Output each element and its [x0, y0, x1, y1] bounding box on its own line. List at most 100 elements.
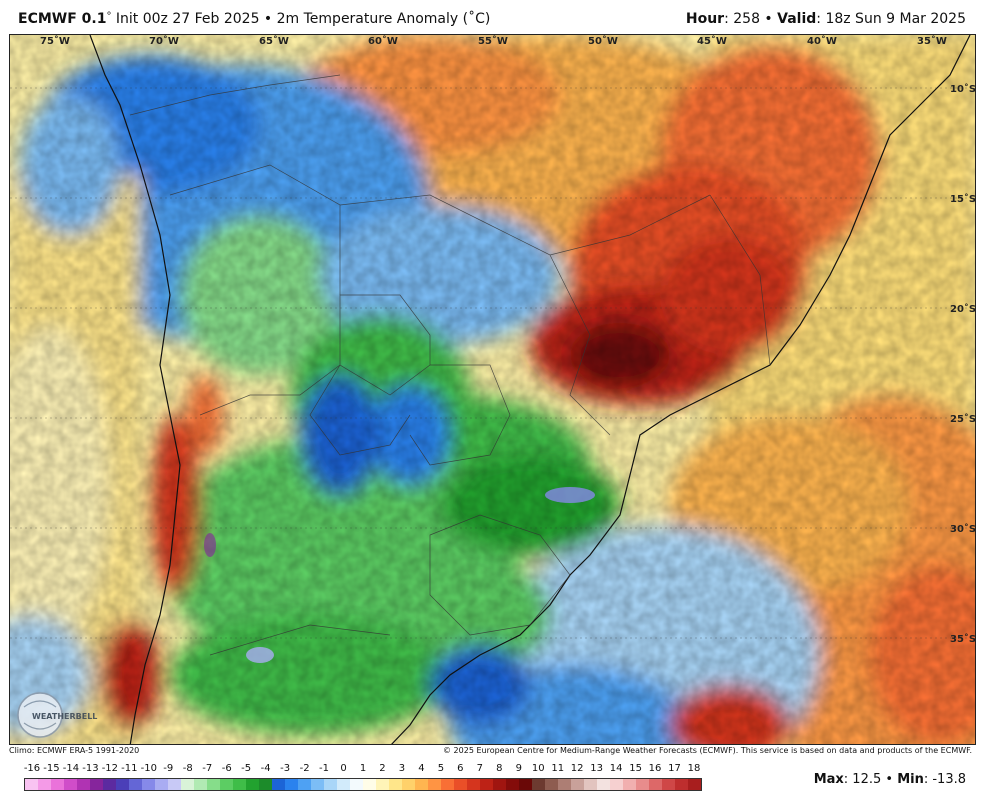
colorbar-swatch	[324, 779, 337, 790]
colorbar-label: -12	[101, 763, 119, 774]
colorbar-swatch	[610, 779, 623, 790]
lon-label: 45˚W	[697, 35, 727, 47]
weatherbell-logo: WEATHERBELL	[17, 692, 97, 738]
colorbar-label: 0	[340, 763, 347, 774]
latitude-labels: 10˚S 15˚S 20˚S 25˚S 30˚S 35˚S	[950, 83, 976, 645]
graticule	[10, 87, 975, 639]
colorbar-swatch	[194, 779, 207, 790]
lat-label: 35˚S	[950, 633, 976, 645]
colorbar-label: 3	[398, 763, 406, 774]
valid-label: Valid	[777, 11, 817, 27]
colorbar-label: 6	[457, 763, 464, 774]
colorbar-swatch	[129, 779, 142, 790]
init-text: Init 00z 27 Feb 2025 • 2m Temperature An…	[111, 11, 491, 27]
colorbar-swatch	[142, 779, 155, 790]
lat-label: 10˚S	[950, 83, 976, 95]
degree-mark: °	[106, 11, 112, 22]
colorbar-label: 9	[515, 763, 522, 774]
colorbar-swatch	[64, 779, 77, 790]
colorbar-swatch	[155, 779, 168, 790]
colorbar-swatch	[558, 779, 571, 790]
hour-label: Hour	[685, 11, 725, 27]
colorbar-label: 11	[551, 763, 565, 774]
colorbar-swatch	[168, 779, 181, 790]
colorbar-swatch	[233, 779, 246, 790]
max-value: : 12.5 •	[843, 772, 898, 787]
colorbar-label: 15	[629, 763, 642, 774]
colorbar-swatch	[285, 779, 298, 790]
colorbar-legend: -16 -15 -14 -13 -12 -11 -10 -9 -8 -7 -6 -5 -4 -3 -2 -1 0…	[20, 763, 702, 793]
lon-label: 60˚W	[368, 35, 398, 47]
colorbar-label: -14	[62, 763, 80, 774]
colorbar-label: -7	[202, 763, 213, 774]
valid-time: Hour: 258 • Valid: 18z Sun 9 Mar 2025	[686, 11, 966, 27]
colorbar-label: 13	[590, 763, 604, 774]
colorbar-swatch	[623, 779, 636, 790]
colorbar-swatch	[597, 779, 610, 790]
colorbar-label: -8	[182, 763, 193, 774]
lon-label: 55˚W	[478, 35, 508, 47]
lat-label: 15˚S	[950, 193, 976, 205]
min-value: : -13.8	[923, 772, 966, 787]
colorbar-label: -3	[280, 763, 291, 774]
colorbar-swatch	[649, 779, 662, 790]
colorbar-swatch	[220, 779, 233, 790]
map-title: ECMWF 0.1° Init 00z 27 Feb 2025 • 2m Tem…	[18, 11, 490, 27]
colorbar-swatch	[402, 779, 415, 790]
colorbar-label: 17	[668, 763, 681, 774]
lat-label: 20˚S	[950, 303, 976, 315]
colorbar-swatch	[363, 779, 376, 790]
colorbar-swatch	[467, 779, 480, 790]
colorbar-label: 14	[609, 763, 623, 774]
colorbar-swatch	[415, 779, 428, 790]
colorbar-label: 10	[531, 763, 545, 774]
map-canvas: 75˚W 70˚W 65˚W 60˚W 55˚W 50˚W 45˚W 40˚W …	[10, 35, 976, 744]
colorbar-swatch	[662, 779, 675, 790]
colorbar-swatch	[519, 779, 532, 790]
colorbar-swatch	[259, 779, 272, 790]
colorbar-label: 12	[570, 763, 584, 774]
colorbar-label: -5	[241, 763, 252, 774]
colorbar-swatch	[51, 779, 64, 790]
temperature-anomaly-map: 75˚W 70˚W 65˚W 60˚W 55˚W 50˚W 45˚W 40˚W …	[9, 34, 976, 745]
colorbar-swatch	[584, 779, 597, 790]
climo-note: Climo: ECMWF ERA-5 1991-2020	[9, 746, 140, 755]
cold-spot	[246, 647, 274, 663]
colorbar-label: 7	[476, 763, 483, 774]
header: ECMWF 0.1° Init 00z 27 Feb 2025 • 2m Tem…	[0, 0, 984, 32]
colorbar-labels: -16 -15 -14 -13 -12 -11 -10 -9 -8 -7 -6 -5 -4 -3 -2 -1 0…	[20, 763, 702, 777]
lat-label: 30˚S	[950, 523, 976, 535]
texture-overlay	[10, 35, 975, 744]
colorbar-swatch	[116, 779, 129, 790]
colorbar-swatch	[298, 779, 311, 790]
colorbar-label: 5	[437, 763, 445, 774]
colorbar-swatch	[181, 779, 194, 790]
min-label: Min	[897, 772, 924, 787]
longitude-labels: 75˚W 70˚W 65˚W 60˚W 55˚W 50˚W 45˚W 40˚W …	[40, 35, 947, 47]
colorbar-label: -2	[299, 763, 310, 774]
colorbar-label: -6	[221, 763, 232, 774]
model-name: ECMWF 0.1	[18, 11, 107, 27]
colorbar-label: 18	[687, 763, 701, 774]
colorbar-swatch	[103, 779, 116, 790]
colorbar-swatch	[636, 779, 649, 790]
colorbar-swatch	[77, 779, 90, 790]
colorbar-label: -16	[23, 763, 41, 774]
lon-label: 65˚W	[259, 35, 289, 47]
colorbar-swatch	[428, 779, 441, 790]
colorbar-label: -11	[121, 763, 138, 774]
colorbar-swatch	[675, 779, 688, 790]
colorbar-swatch	[389, 779, 402, 790]
colorbar-label: 16	[648, 763, 662, 774]
lon-label: 70˚W	[149, 35, 179, 47]
colorbar-swatch	[532, 779, 545, 790]
coastlines	[89, 35, 971, 744]
colorbar-label: 4	[418, 763, 425, 774]
colorbar-label: 1	[359, 763, 367, 774]
colorbar-swatch	[506, 779, 519, 790]
lon-label: 75˚W	[40, 35, 70, 47]
hour-value: : 258 •	[724, 11, 778, 27]
max-label: Max	[813, 772, 844, 787]
lon-label: 35˚W	[917, 35, 947, 47]
logo-text: WEATHERBELL	[32, 712, 97, 721]
